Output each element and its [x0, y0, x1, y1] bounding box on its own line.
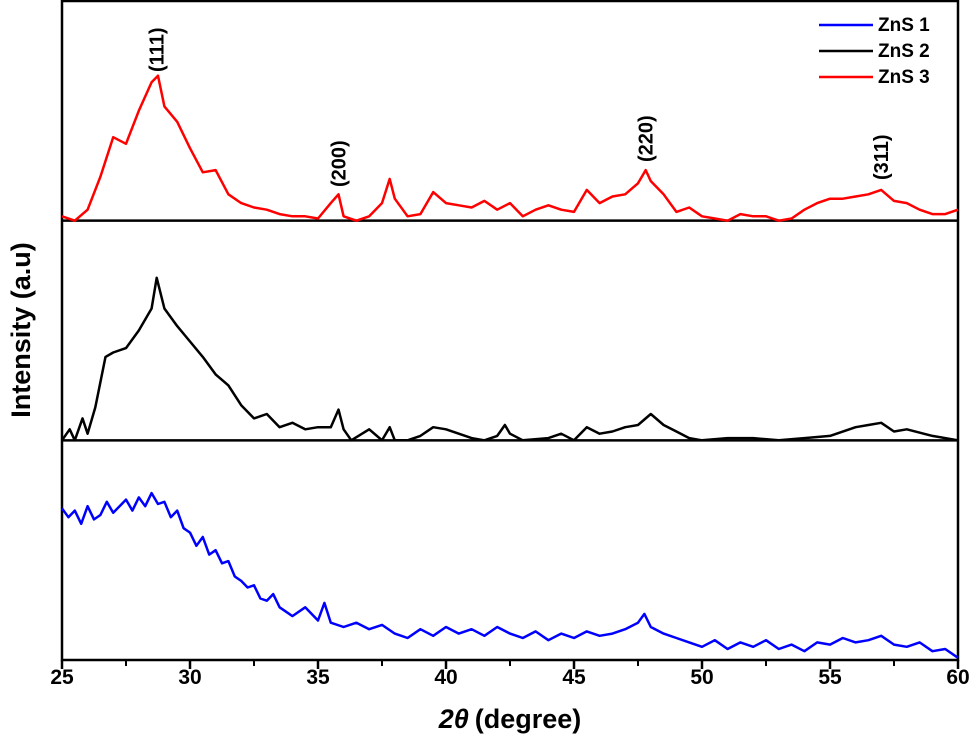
series-line-2 — [60, 276, 959, 442]
series-line-1 — [60, 491, 959, 659]
peak-label: (200) — [328, 140, 350, 187]
legend-label: ZnS 2 — [878, 41, 930, 62]
x-tick-label: 45 — [562, 666, 586, 689]
peak-label: (311) — [871, 134, 893, 180]
x-axis-symbol: 2θ — [438, 704, 469, 734]
y-axis-label: Intensity (a.u) — [6, 242, 36, 418]
x-ticks: 25 30 35 40 45 50 55 60 — [50, 660, 970, 689]
legend-label: ZnS 3 — [878, 67, 930, 88]
legend-label: ZnS 1 — [878, 15, 930, 36]
x-axis-unit: (degree) — [475, 704, 582, 734]
x-tick-label: 25 — [50, 666, 74, 689]
x-tick-label: 55 — [818, 666, 842, 689]
peak-labels: (111) (200) (220) (311) — [147, 28, 893, 187]
plot-border — [60, 0, 960, 662]
series-line-3 — [61, 74, 959, 222]
x-tick-label: 40 — [434, 666, 457, 689]
x-tick-label: 60 — [946, 666, 969, 689]
legend: ZnS 1 ZnS 2 ZnS 3 — [819, 15, 930, 88]
x-tick-label: 50 — [690, 666, 713, 689]
peak-label: (220) — [636, 115, 658, 162]
x-axis-label: 2θ (degree) — [438, 704, 582, 734]
plot-frame — [60, 0, 960, 662]
peak-label: (111) — [147, 28, 169, 72]
x-tick-label: 30 — [178, 666, 201, 689]
series-lines — [60, 74, 959, 659]
x-tick-label: 35 — [306, 666, 330, 689]
